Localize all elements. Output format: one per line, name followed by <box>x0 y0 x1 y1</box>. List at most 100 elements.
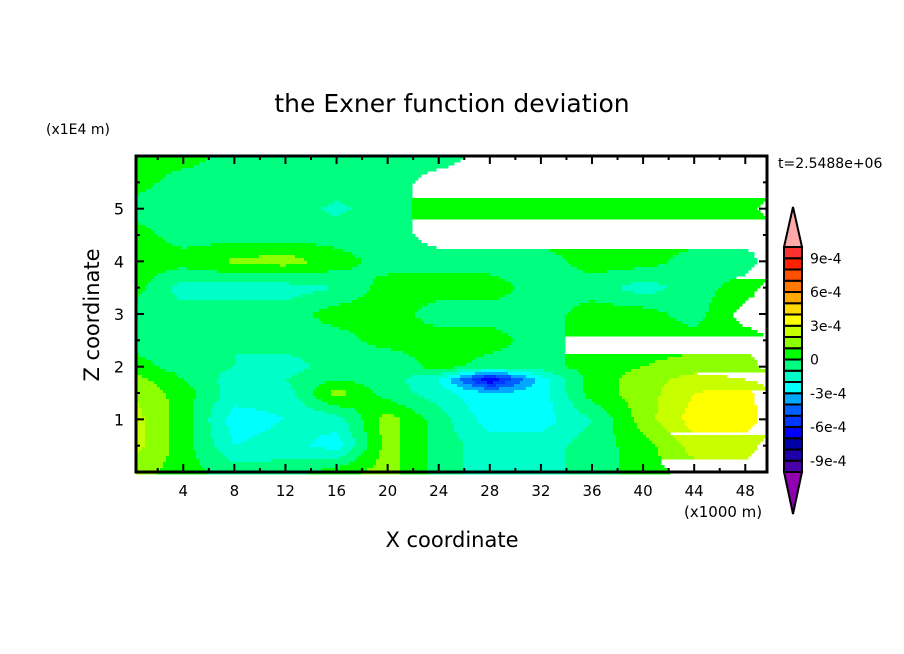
contour-cell <box>706 315 734 319</box>
contour-cell <box>229 429 266 433</box>
contour-cell <box>352 207 413 211</box>
contour-cell <box>139 354 236 358</box>
contour-cell <box>136 414 143 418</box>
contour-cell <box>193 399 218 403</box>
contour-cell <box>136 210 326 214</box>
contour-cell <box>550 249 689 253</box>
contour-cell <box>691 396 755 400</box>
contour-cell <box>349 423 365 427</box>
contour-cell <box>136 291 143 295</box>
contour-cell <box>412 207 758 211</box>
contour-cell <box>313 441 344 445</box>
contour-cell <box>619 453 659 457</box>
contour-cell <box>508 345 566 349</box>
contour-cell <box>415 315 566 319</box>
contour-cell <box>649 363 758 367</box>
contour-cell <box>352 432 368 436</box>
contour-cell <box>328 306 422 310</box>
contour-cell <box>505 369 545 373</box>
contour-cell <box>217 447 326 451</box>
contour-cell <box>565 318 677 322</box>
contour-cell <box>259 432 332 436</box>
contour-cell <box>709 306 740 310</box>
contour-cell <box>574 402 596 406</box>
contour-cell <box>355 333 509 337</box>
contour-cell <box>427 465 464 469</box>
contour-cell <box>400 432 428 436</box>
x-unit-label: (x1000 m) <box>684 503 762 521</box>
contour-cell <box>193 411 212 415</box>
contour-cell <box>379 420 401 424</box>
contour-cell <box>307 405 341 409</box>
contour-cell <box>235 405 239 409</box>
contour-cell <box>565 354 683 358</box>
colorbar-tick-label: 0 <box>810 353 819 369</box>
contour-cell <box>547 426 587 430</box>
contour-cell <box>136 333 356 337</box>
contour-cell <box>151 360 236 364</box>
contour-cell <box>169 414 194 418</box>
contour-cell <box>655 414 683 418</box>
y-tick-label: 1 <box>114 410 124 429</box>
contour-cell <box>337 432 353 436</box>
contour-cell <box>565 450 620 454</box>
colorbar-swatch <box>783 369 803 383</box>
contour-cell <box>349 462 377 466</box>
colorbar-swatch <box>783 426 803 440</box>
contour-cell <box>136 462 164 466</box>
contour-cell <box>247 438 317 442</box>
contour-cell <box>658 282 725 286</box>
contour-cell <box>346 420 365 424</box>
contour-cell <box>358 297 500 301</box>
contour-cell <box>193 426 212 430</box>
contour-cell <box>136 222 140 226</box>
contour-cell <box>193 447 218 451</box>
contour-cell <box>145 429 170 433</box>
contour-cell <box>640 429 668 433</box>
chart-title: the Exner function deviation <box>274 89 629 118</box>
contour-cell <box>481 423 554 427</box>
x-tick-label: 16 <box>327 482 346 500</box>
x-tick-labels: 4 8 12 16 20 24 28 32 36 40 44 48 <box>178 482 754 500</box>
contour-cell <box>490 273 746 277</box>
contour-cell <box>445 387 464 391</box>
contour-cell <box>577 408 605 412</box>
contour-cell <box>136 213 332 217</box>
contour-cell <box>460 378 473 382</box>
contour-cell <box>400 417 425 421</box>
contour-cell <box>343 444 356 448</box>
contour-cell <box>235 357 302 361</box>
contour-cell <box>550 399 572 403</box>
x-tick-label: 4 <box>178 482 188 500</box>
colorbar-swatch <box>783 347 803 361</box>
contour-cell <box>475 357 566 361</box>
contour-cell <box>691 429 749 433</box>
contour-cell <box>355 408 413 412</box>
contour-cell <box>619 456 662 460</box>
contour-cell <box>526 387 551 391</box>
contour-cell <box>442 372 461 376</box>
contour-cell <box>637 423 662 427</box>
contour-cell <box>457 432 581 436</box>
contour-cell <box>655 291 716 295</box>
contour-cell <box>580 411 608 415</box>
contour-cell <box>484 354 566 358</box>
contour-cell <box>634 267 752 271</box>
contour-cell <box>136 336 359 340</box>
contour-cell <box>340 438 356 442</box>
contour-cell <box>439 378 452 382</box>
contour-cell <box>154 381 188 385</box>
contour-cell <box>316 396 383 400</box>
contour-cell <box>457 435 578 439</box>
contour-cell <box>544 429 584 433</box>
contour-field <box>136 156 767 475</box>
contour-cell <box>169 417 194 421</box>
contour-cell <box>541 375 563 379</box>
contour-cell <box>481 369 506 373</box>
contour-cell <box>568 393 587 397</box>
contour-cell <box>658 447 686 451</box>
contour-cell <box>400 459 428 463</box>
contour-cell <box>232 438 248 442</box>
contour-cell <box>580 372 626 376</box>
x-tick-label: 48 <box>736 482 755 500</box>
